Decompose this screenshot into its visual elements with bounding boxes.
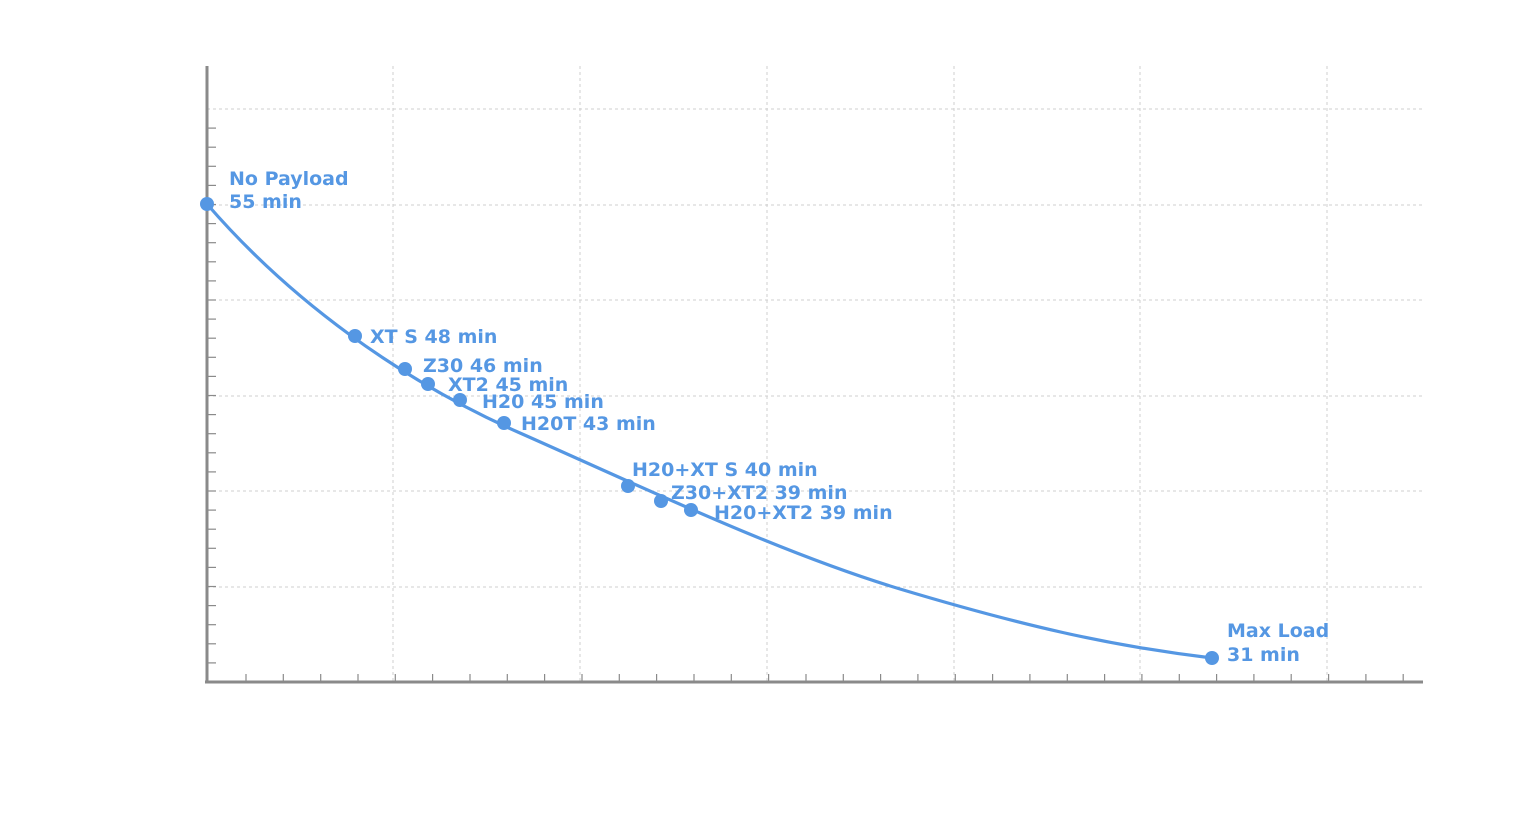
data-label-xt-s: XT S 48 min — [370, 326, 497, 348]
data-label-max-load: Max Load — [1227, 620, 1329, 642]
axis-ticks — [207, 127, 1404, 683]
data-point-z30 — [398, 362, 412, 376]
data-label-h20-xt2: H20+XT2 39 min — [714, 502, 893, 524]
data-point-h20-xt2 — [684, 503, 698, 517]
data-point-h20 — [453, 393, 467, 407]
data-point-max-load — [1205, 651, 1219, 665]
data-point-no-payload — [200, 197, 214, 211]
data-points — [200, 197, 1219, 665]
data-label-xt2: XT2 45 min — [448, 374, 568, 396]
data-label-no-payload-value: 55 min — [229, 191, 302, 213]
data-label-h20-xt-s: H20+XT S 40 min — [632, 459, 818, 481]
data-point-xt2 — [421, 377, 435, 391]
flight-time-curve — [205, 202, 1213, 660]
data-label-h20t: H20T 43 min — [521, 413, 656, 435]
data-point-h20t — [497, 416, 511, 430]
data-label-h20: H20 45 min — [482, 391, 604, 413]
grid — [207, 66, 1423, 682]
data-label-z30: Z30 46 min — [423, 355, 543, 377]
data-point-h20-xt-s — [621, 479, 635, 493]
data-label-z30-xt2: Z30+XT2 39 min — [671, 482, 847, 504]
data-point-xt-s — [348, 329, 362, 343]
data-label-max-load-value: 31 min — [1227, 644, 1300, 666]
data-point-z30-xt2 — [654, 494, 668, 508]
data-label-no-payload: No Payload — [229, 168, 349, 190]
